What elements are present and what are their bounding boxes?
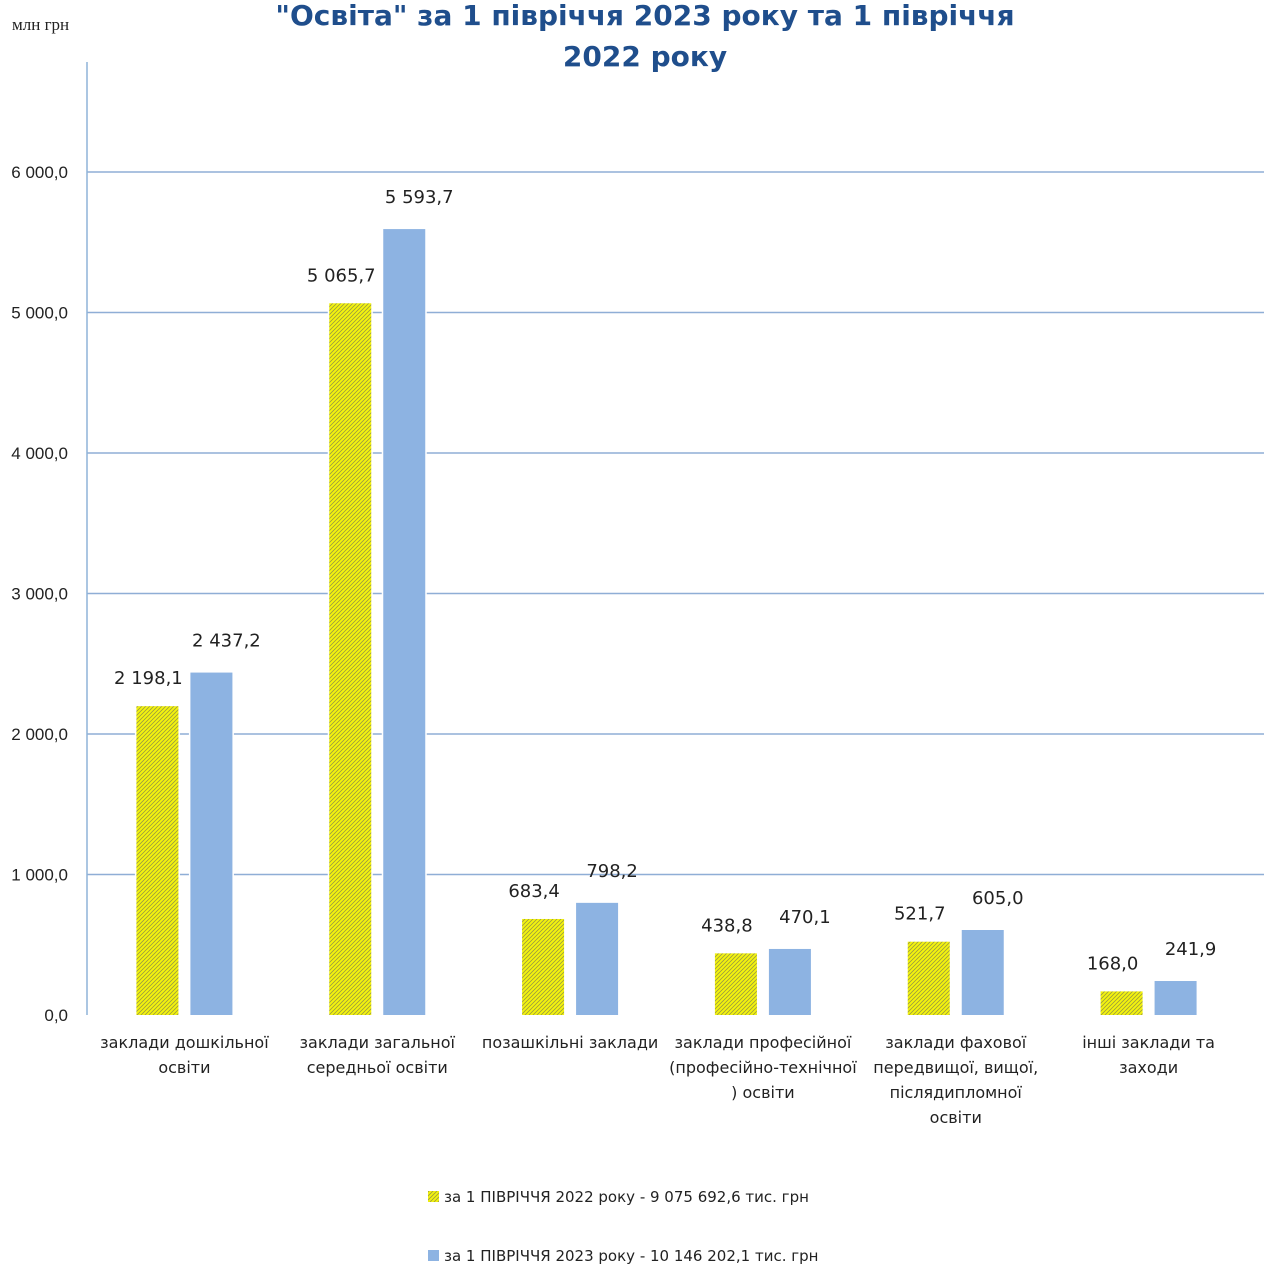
data-label-series-2-cat-2: 5 593,7 — [385, 187, 454, 208]
category-label: заклади фахової — [885, 1033, 1027, 1052]
category-label: заходи — [1119, 1058, 1178, 1077]
category-label: післядипломної — [890, 1083, 1023, 1102]
data-label-series-2-cat-5: 605,0 — [972, 888, 1024, 909]
category-label: заклади дошкільної — [100, 1033, 269, 1052]
y-tick-label: 5 000,0 — [11, 304, 68, 323]
bar-series-1-cat-1 — [136, 706, 179, 1015]
y-tick-label: 1 000,0 — [11, 866, 68, 885]
category-label: передвищої, вищої, — [873, 1058, 1038, 1077]
legend-swatch-series-1 — [428, 1191, 439, 1202]
category-label: ) освіти — [731, 1083, 795, 1102]
data-label-series-1-cat-3: 683,4 — [508, 881, 560, 902]
y-axis-ticks: 0,0 1 000,0 2 000,0 3 000,0 4 000,0 5 000,0 6 … — [11, 163, 68, 1025]
y-tick-label: 3 000,0 — [11, 585, 68, 604]
legend-label-series-2: за 1 ПІВРІЧЧЯ 2023 року - 10 146 202,1 т… — [444, 1247, 818, 1265]
legend: за 1 ПІВРІЧЧЯ 2022 року - 9 075 692,6 ти… — [428, 1188, 818, 1265]
bars — [134, 227, 1199, 1015]
category-label: освіти — [158, 1058, 210, 1077]
data-label-series-1-cat-2: 5 065,7 — [307, 265, 376, 286]
category-label: (професійно-технічної — [669, 1058, 857, 1077]
y-tick-label: 0,0 — [44, 1006, 68, 1025]
data-labels: 2 198,1 2 437,2 5 065,7 5 593,7 683,4 798,2 43… — [114, 187, 1216, 974]
y-tick-label: 4 000,0 — [11, 444, 68, 463]
data-label-series-2-cat-4: 470,1 — [779, 907, 831, 928]
bar-series-2-cat-6 — [1154, 981, 1197, 1015]
data-label-series-1-cat-5: 521,7 — [894, 904, 946, 925]
bar-series-2-cat-4 — [768, 948, 811, 1015]
chart-title-line-2: 2022 року — [563, 40, 727, 73]
bar-series-1-cat-3 — [522, 918, 565, 1015]
legend-swatch-series-2 — [428, 1250, 439, 1261]
gridlines — [87, 169, 1264, 877]
bar-series-2-cat-1 — [190, 672, 233, 1015]
data-label-series-2-cat-1: 2 437,2 — [192, 631, 261, 652]
category-label: заклади професійної — [675, 1033, 852, 1052]
category-label: заклади загальної — [300, 1033, 456, 1052]
category-label: позашкільні заклади — [482, 1033, 658, 1052]
data-label-series-1-cat-4: 438,8 — [701, 915, 753, 936]
category-labels: заклади дошкільної освіти заклади загально… — [100, 1033, 1215, 1127]
data-label-series-1-cat-1: 2 198,1 — [114, 668, 183, 689]
bar-series-1-cat-2 — [329, 303, 372, 1015]
data-label-series-1-cat-6: 168,0 — [1087, 953, 1139, 974]
data-label-series-2-cat-3: 798,2 — [586, 861, 638, 882]
category-label: освіти — [930, 1108, 982, 1127]
category-label: середньої освіти — [307, 1058, 448, 1077]
bar-series-2-cat-2 — [383, 229, 426, 1015]
y-tick-label: 6 000,0 — [11, 163, 68, 182]
y-tick-label: 2 000,0 — [11, 725, 68, 744]
y-axis-unit-label: млн грн — [12, 15, 69, 34]
bar-series-1-cat-4 — [714, 953, 757, 1015]
legend-label-series-1: за 1 ПІВРІЧЧЯ 2022 року - 9 075 692,6 ти… — [444, 1188, 809, 1206]
bar-series-1-cat-5 — [907, 941, 950, 1015]
bar-series-2-cat-3 — [576, 902, 619, 1015]
chart-title: "Освіта" за 1 півріччя 2023 року та 1 пі… — [275, 0, 1014, 73]
data-label-series-2-cat-6: 241,9 — [1165, 939, 1217, 960]
category-label: інші заклади та — [1082, 1033, 1215, 1052]
chart-title-line-1: "Освіта" за 1 півріччя 2023 року та 1 пі… — [275, 0, 1014, 32]
bar-series-2-cat-5 — [961, 929, 1004, 1015]
bar-series-1-cat-6 — [1100, 991, 1143, 1015]
